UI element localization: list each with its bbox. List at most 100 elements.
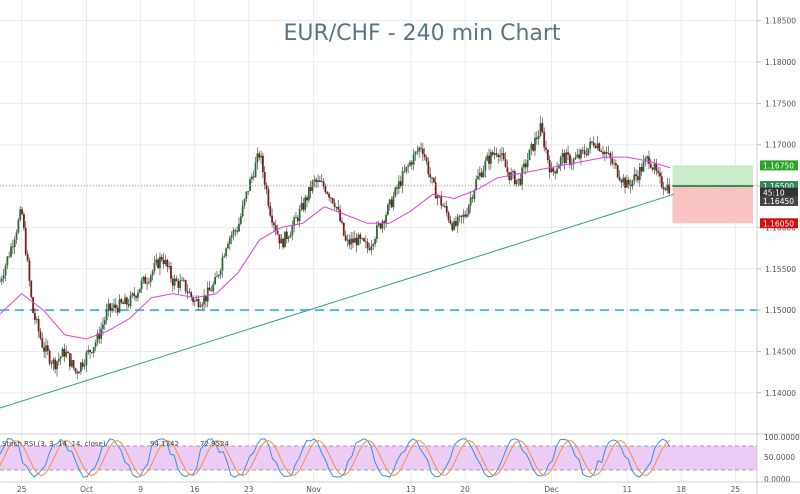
candle-body — [26, 254, 29, 261]
candle-body — [261, 155, 264, 173]
x-tick-label: 9 — [138, 485, 143, 494]
candle-body — [504, 159, 507, 168]
x-tick-label: Nov — [306, 485, 321, 494]
price-tag-label: 1.16450 — [763, 197, 794, 206]
candle-body — [480, 172, 483, 178]
x-tick-label: Oct — [80, 485, 93, 494]
candle-body — [664, 189, 667, 191]
price-tag-label: 45:10 — [763, 189, 785, 198]
candle-body — [418, 147, 421, 152]
candle-body — [486, 155, 489, 161]
candle-body — [68, 353, 71, 367]
candle-body — [157, 259, 160, 269]
candle-body — [276, 230, 279, 235]
candle-body — [436, 195, 439, 199]
candle-body — [199, 306, 202, 308]
candle-body — [546, 149, 549, 160]
candle-body — [232, 230, 235, 236]
oscillator-d-line — [0, 439, 671, 477]
candle-body — [160, 256, 163, 260]
oscillator-tick-0: 0.0000 — [764, 475, 790, 484]
candle-body — [311, 180, 314, 192]
y-tick-label: 1.17000 — [765, 141, 796, 150]
candle-body — [609, 153, 612, 159]
candle-body — [425, 157, 428, 162]
candle-body — [46, 345, 49, 351]
candle-body — [173, 278, 176, 286]
candle-body — [524, 163, 527, 168]
x-tick-label: 18 — [677, 485, 687, 494]
candle-body — [392, 196, 395, 208]
candle-body — [607, 153, 610, 154]
candle-body — [136, 292, 139, 298]
candle-body — [59, 356, 62, 359]
candle-body — [37, 318, 40, 332]
candle-body — [346, 239, 349, 241]
candle-body — [151, 271, 154, 276]
candle-body — [52, 359, 55, 364]
candle-body — [508, 172, 511, 181]
candle-body — [594, 145, 597, 148]
candle-body — [324, 186, 327, 193]
candle-body — [89, 350, 91, 352]
x-tick-label: 11 — [622, 485, 632, 494]
candle-body — [96, 333, 99, 343]
candles — [0, 115, 671, 380]
candle-body — [208, 287, 211, 291]
candle-body — [648, 156, 650, 164]
candle-body — [221, 257, 224, 271]
candle-body — [596, 143, 599, 148]
candle-body — [206, 287, 209, 302]
candle-body — [541, 123, 544, 132]
candle-body — [287, 237, 290, 239]
candle-body — [238, 223, 240, 232]
candle-body — [278, 234, 281, 244]
candle-body — [427, 161, 430, 175]
candle-body — [506, 167, 509, 173]
candle-body — [8, 256, 11, 258]
candle-body — [193, 300, 196, 302]
candle-body — [455, 221, 457, 226]
candle-body — [585, 154, 588, 155]
candle-body — [620, 180, 623, 183]
candle-body — [491, 152, 494, 155]
candle-body — [0, 281, 1, 282]
stop-zone — [672, 186, 753, 224]
candle-body — [140, 280, 143, 289]
candle-body — [48, 350, 51, 364]
candle-body — [142, 276, 145, 281]
candle-body — [302, 203, 305, 210]
candle-body — [162, 259, 165, 265]
candle-body — [289, 235, 292, 238]
candle-body — [280, 238, 283, 244]
target-zone — [672, 165, 753, 187]
candle-body — [535, 137, 538, 140]
candle-body — [473, 189, 476, 199]
candle-body — [285, 231, 288, 239]
candle-body — [399, 181, 402, 187]
candle-body — [499, 155, 501, 157]
candle-body — [561, 153, 564, 158]
candle-body — [626, 179, 628, 188]
x-tick-label: 13 — [406, 485, 416, 494]
candle-body — [350, 238, 353, 245]
candle-body — [545, 147, 547, 150]
candle-body — [11, 246, 14, 248]
price-tag-bg — [760, 187, 798, 198]
candle-body — [184, 280, 187, 292]
candle-body — [116, 307, 119, 313]
candle-body — [245, 191, 248, 200]
candle-body — [247, 190, 250, 192]
candle-body — [574, 157, 577, 160]
candle-body — [598, 143, 601, 151]
candle-body — [54, 359, 57, 370]
candle-body — [111, 307, 114, 311]
candle-body — [135, 296, 137, 298]
candle-body — [313, 179, 316, 181]
candle-body — [649, 163, 652, 168]
candle-body — [210, 290, 213, 292]
candle-body — [155, 259, 158, 264]
time-axis: 25 Oct 9 16 23 Nov 13 20 Dec 11 18 25 — [17, 485, 741, 494]
candle-body — [113, 304, 115, 308]
candle-body — [447, 212, 450, 221]
